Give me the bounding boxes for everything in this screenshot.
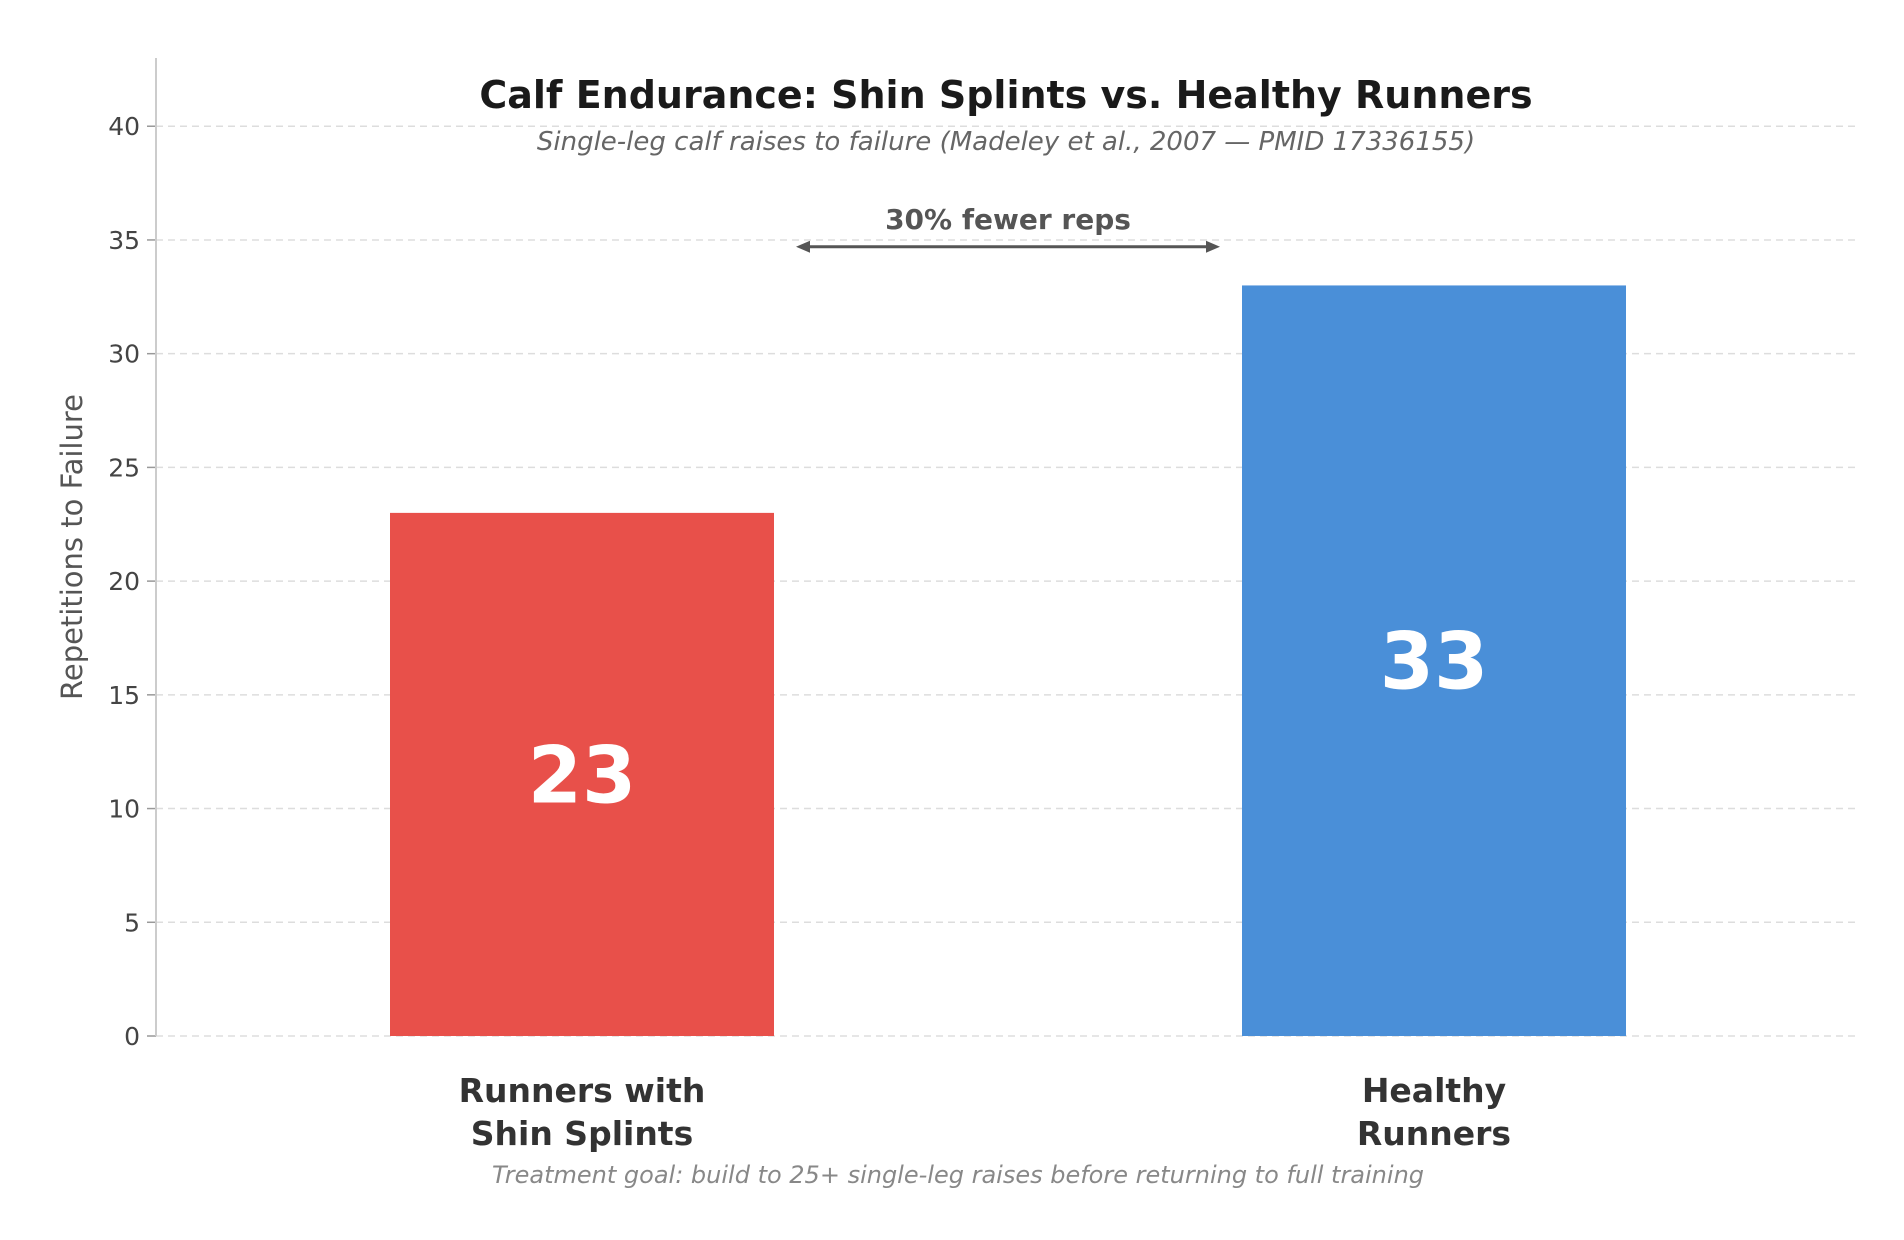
bar-value-label: 33 bbox=[1380, 618, 1489, 708]
chart-title: Calf Endurance: Shin Splints vs. Healthy… bbox=[479, 73, 1532, 117]
arrow-head-right bbox=[1206, 240, 1220, 253]
y-tick-label: 30 bbox=[108, 340, 140, 369]
y-tick-label: 0 bbox=[124, 1022, 140, 1051]
bar bbox=[1242, 285, 1626, 1036]
x-tick-label: Healthy bbox=[1362, 1071, 1506, 1110]
arrow-head-left bbox=[796, 240, 810, 253]
x-tick-label: Shin Splints bbox=[471, 1114, 693, 1153]
y-axis-label: Repetitions to Failure bbox=[55, 394, 89, 700]
y-tick-label: 10 bbox=[108, 795, 140, 824]
bar bbox=[390, 512, 774, 1036]
x-tick-label: Runners with bbox=[459, 1071, 706, 1110]
y-tick-label: 15 bbox=[108, 681, 140, 710]
chart-subtitle: Single-leg calf raises to failure (Madel… bbox=[537, 127, 1475, 157]
y-tick-label: 20 bbox=[108, 567, 140, 596]
y-tick-label: 25 bbox=[108, 453, 140, 482]
annotation-label: 30% fewer reps bbox=[885, 203, 1131, 236]
y-tick-label: 40 bbox=[108, 112, 140, 141]
y-tick-label: 35 bbox=[108, 226, 140, 255]
y-tick-label: 5 bbox=[124, 908, 140, 937]
bar-value-label: 23 bbox=[528, 731, 637, 821]
footnote: Treatment goal: build to 25+ single-leg … bbox=[492, 1161, 1424, 1189]
x-tick-label: Runners bbox=[1357, 1114, 1511, 1153]
